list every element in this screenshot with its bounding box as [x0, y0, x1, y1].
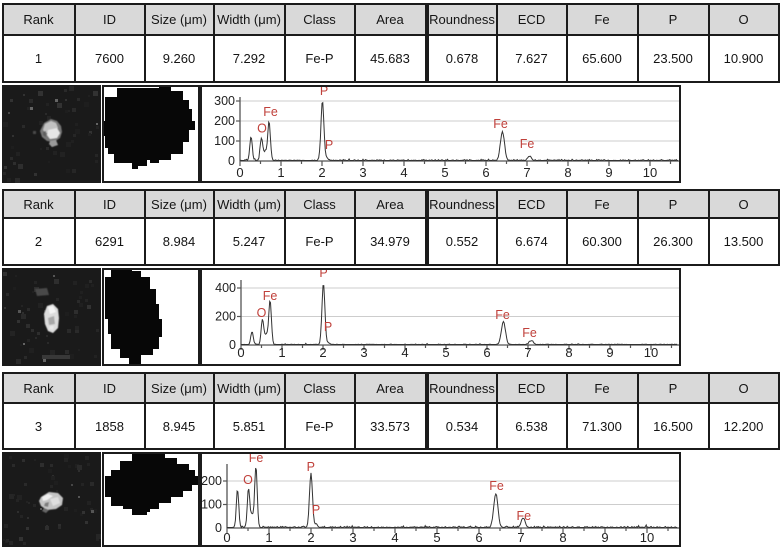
svg-text:1: 1	[277, 165, 284, 180]
svg-text:10: 10	[643, 165, 657, 180]
svg-text:P: P	[324, 320, 332, 334]
svg-text:3: 3	[349, 530, 356, 545]
svg-text:9: 9	[601, 530, 608, 545]
svg-text:0: 0	[228, 154, 235, 168]
svg-text:Fe: Fe	[493, 117, 508, 131]
svg-text:7: 7	[523, 165, 530, 180]
svg-text:8: 8	[565, 345, 572, 360]
svg-text:Fe: Fe	[263, 105, 278, 119]
svg-text:Fe: Fe	[249, 452, 264, 465]
svg-text:9: 9	[606, 345, 613, 360]
svg-text:P: P	[312, 503, 320, 517]
svg-text:0: 0	[223, 530, 230, 545]
svg-text:O: O	[243, 473, 253, 487]
svg-text:4: 4	[401, 345, 408, 360]
svg-text:5: 5	[442, 345, 449, 360]
svg-text:Fe: Fe	[520, 137, 535, 151]
svg-text:200: 200	[215, 310, 236, 324]
svg-text:4: 4	[391, 530, 398, 545]
svg-text:Fe: Fe	[263, 289, 278, 303]
svg-text:P: P	[325, 138, 333, 152]
svg-text:400: 400	[215, 281, 236, 295]
svg-text:5: 5	[433, 530, 440, 545]
svg-text:6: 6	[483, 345, 490, 360]
svg-text:1: 1	[265, 530, 272, 545]
svg-text:8: 8	[559, 530, 566, 545]
svg-text:200: 200	[201, 474, 222, 488]
svg-text:0: 0	[237, 345, 244, 360]
svg-text:5: 5	[441, 165, 448, 180]
svg-text:P: P	[320, 85, 328, 98]
svg-text:Fe: Fe	[522, 326, 537, 340]
svg-text:Fe: Fe	[495, 308, 510, 322]
svg-text:1: 1	[278, 345, 285, 360]
svg-text:0: 0	[236, 165, 243, 180]
svg-text:2: 2	[307, 530, 314, 545]
svg-text:0: 0	[229, 338, 236, 352]
svg-text:100: 100	[214, 134, 235, 148]
svg-text:6: 6	[475, 530, 482, 545]
svg-text:10: 10	[644, 345, 658, 360]
svg-text:10: 10	[640, 530, 654, 545]
svg-text:3: 3	[360, 345, 367, 360]
svg-text:7: 7	[524, 345, 531, 360]
svg-text:P: P	[307, 460, 315, 474]
svg-text:2: 2	[319, 345, 326, 360]
svg-text:O: O	[257, 122, 267, 136]
svg-text:200: 200	[214, 114, 235, 128]
svg-text:7: 7	[517, 530, 524, 545]
svg-text:Fe: Fe	[489, 479, 504, 493]
svg-text:100: 100	[201, 498, 222, 512]
svg-text:9: 9	[605, 165, 612, 180]
svg-text:O: O	[257, 306, 267, 320]
svg-text:6: 6	[482, 165, 489, 180]
svg-text:8: 8	[564, 165, 571, 180]
svg-text:4: 4	[400, 165, 407, 180]
svg-text:P: P	[319, 268, 327, 280]
svg-text:3: 3	[359, 165, 366, 180]
svg-text:Fe: Fe	[517, 509, 532, 523]
svg-text:0: 0	[215, 521, 222, 535]
svg-text:2: 2	[318, 165, 325, 180]
svg-text:300: 300	[214, 94, 235, 108]
